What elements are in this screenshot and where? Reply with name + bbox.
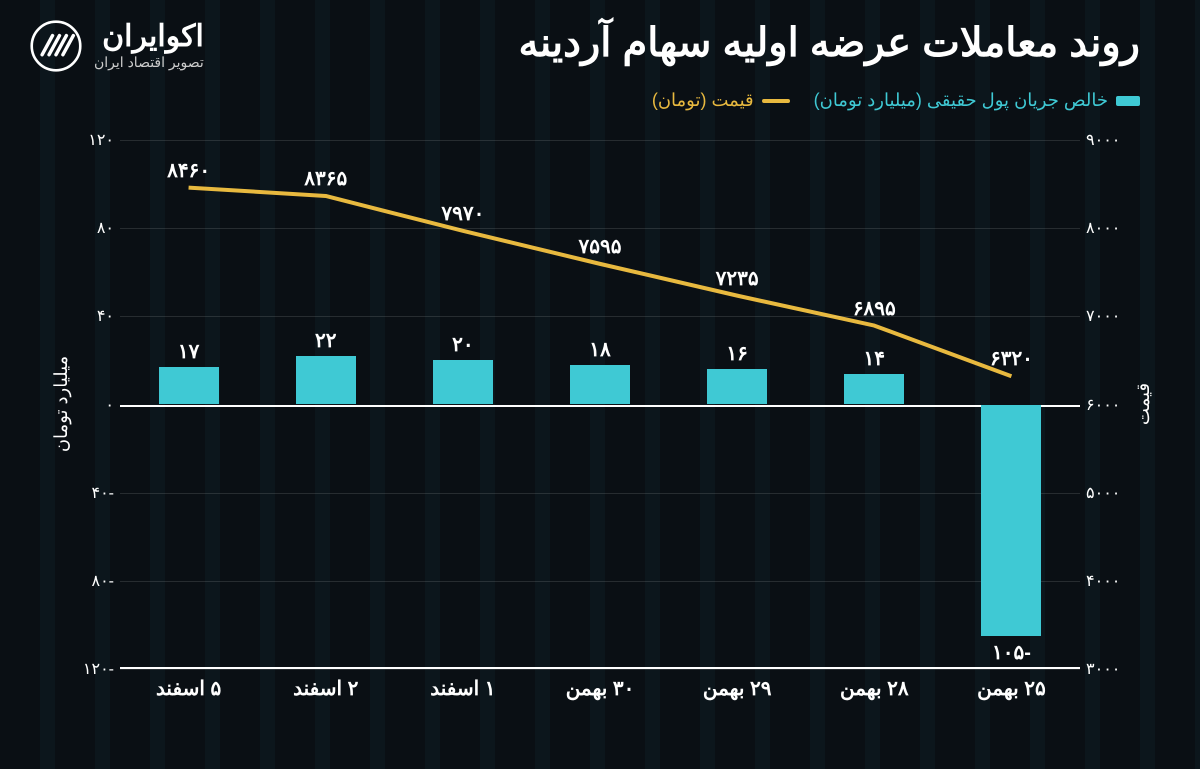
y-left-tick: ۸۰ [80,218,114,238]
y-right-tick: ۸۰۰۰ [1086,218,1130,238]
line-value-label: ۸۴۶۰ [139,158,239,183]
bar [981,405,1041,636]
y-right-title: قیمت [1132,382,1154,424]
x-tick-label: ۲۹ بهمن [667,676,807,701]
grid-line [120,581,1080,582]
bar-value-label: ۱۸ [550,337,650,362]
x-tick-label: ۲۵ بهمن [941,676,1081,701]
y-right-tick: ۹۰۰۰ [1086,130,1130,150]
bar [844,374,904,405]
x-tick-label: ۵ اسفند [119,676,259,701]
bar-swatch-icon [1116,96,1140,106]
zero-line [120,405,1080,407]
line-value-label: ۷۵۹۵ [550,234,650,259]
legend-bar-label: خالص جریان پول حقیقی (میلیارد تومان) [814,90,1108,111]
x-tick-label: ۱ اسفند [393,676,533,701]
y-right-tick: ۶۰۰۰ [1086,395,1130,415]
bar-value-label: ۲۰ [413,332,513,357]
x-tick-label: ۲۸ بهمن [804,676,944,701]
bar [707,369,767,404]
line-value-label: ۶۸۹۵ [824,296,924,321]
bar-value-label: ۲۲ [276,328,376,353]
bar [296,356,356,404]
y-left-title: میلیارد تومان [50,355,72,451]
plot-area: میلیارد تومان قیمت -۱۲۰-۸۰-۴۰۰۴۰۸۰۱۲۰۳۰۰… [120,140,1080,669]
chart: میلیارد تومان قیمت -۱۲۰-۸۰-۴۰۰۴۰۸۰۱۲۰۳۰۰… [80,130,1120,709]
line-value-label: ۷۲۳۵ [687,266,787,291]
y-right-tick: ۵۰۰۰ [1086,483,1130,503]
bar [570,365,630,405]
bar [159,367,219,404]
y-left-tick: ۱۲۰ [80,130,114,150]
grid-line [120,316,1080,317]
brand: اکوایران تصویر اقتصاد ایران [30,20,204,72]
x-tick-label: ۲ اسفند [256,676,396,701]
grid-line [120,669,1080,670]
y-left-tick: -۸۰ [80,571,114,591]
y-left-tick: ۴۰ [80,306,114,326]
grid-line [120,493,1080,494]
legend: خالص جریان پول حقیقی (میلیارد تومان) قیم… [652,90,1140,111]
x-tick-label: ۳۰ بهمن [530,676,670,701]
line-swatch-icon [762,99,790,103]
brand-name: اکوایران [94,22,204,52]
line-value-label: ۸۳۶۵ [276,166,376,191]
bar [433,360,493,404]
y-right-tick: ۴۰۰۰ [1086,571,1130,591]
y-left-tick: -۴۰ [80,483,114,503]
y-left-tick: ۰ [80,395,114,415]
y-right-tick: ۳۰۰۰ [1086,659,1130,679]
line-value-label: ۶۳۲۰ [961,346,1061,371]
line-value-label: ۷۹۷۰ [413,201,513,226]
brand-logo-icon [30,20,82,72]
y-left-tick: -۱۲۰ [80,659,114,679]
legend-line-label: قیمت (تومان) [652,90,754,111]
bar-value-label: ۱۷ [139,339,239,364]
header: روند معاملات عرضه اولیه سهام آردینه اکوا… [30,20,1140,72]
bar-value-label: -۱۰۵ [961,640,1061,665]
legend-item-line: قیمت (تومان) [652,90,790,111]
brand-sub: تصویر اقتصاد ایران [94,54,204,71]
y-right-tick: ۷۰۰۰ [1086,306,1130,326]
legend-item-bar: خالص جریان پول حقیقی (میلیارد تومان) [814,90,1140,111]
bar-value-label: ۱۴ [824,346,924,371]
bar-value-label: ۱۶ [687,341,787,366]
page-title: روند معاملات عرضه اولیه سهام آردینه [519,20,1140,66]
grid-line [120,140,1080,141]
grid-line [120,228,1080,229]
